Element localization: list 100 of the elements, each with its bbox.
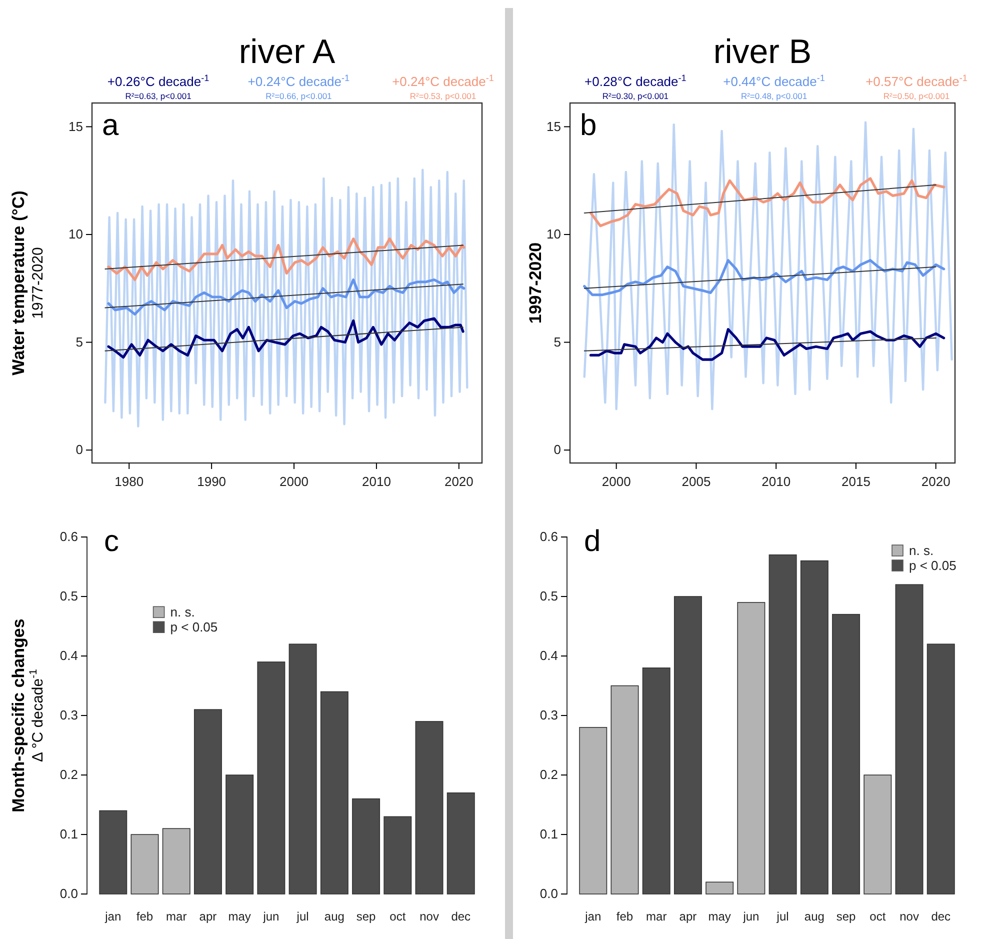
x-tick-label: aug [324, 910, 344, 924]
x-tick-label: 2020 [444, 474, 474, 490]
y-tick-label: 10 [546, 226, 561, 242]
y-tick-label: 0.6 [60, 529, 78, 544]
x-tick-label: aug [804, 910, 824, 924]
text: +0.57°C decade$^{-1}$ [866, 73, 968, 89]
y-axis-title: 1997-2020 [526, 242, 545, 324]
x-tick-label: sep [356, 910, 376, 924]
x-tick-label: jan [104, 910, 122, 924]
x-tick-label: 2000 [602, 474, 631, 490]
x-tick-label: 2010 [762, 474, 791, 490]
x-tick-label: 1990 [197, 474, 226, 490]
line-series [107, 317, 464, 359]
y-tick-label: 0.4 [60, 648, 78, 664]
bar [288, 644, 317, 894]
bar [352, 798, 380, 894]
y-tick-label: 5 [554, 334, 561, 350]
x-tick-label: sep [836, 910, 856, 924]
bar [895, 584, 924, 894]
bar [384, 816, 412, 894]
chart-title: river A [238, 33, 336, 71]
line-series [107, 238, 466, 282]
annotation: c [104, 525, 119, 558]
y-tick-label: 0.2 [60, 767, 78, 782]
bar [737, 602, 766, 894]
bar [446, 792, 475, 894]
bar [194, 709, 222, 894]
text: R²=0.63, p<0.001 [125, 91, 192, 101]
text: +0.24°C decade$^{-1}$ [392, 73, 494, 89]
line-series [107, 278, 466, 316]
y-tick-label: 0.5 [540, 588, 558, 604]
x-tick-label: nov [900, 910, 919, 924]
annotation: d [584, 525, 601, 558]
x-tick-label: apr [679, 910, 697, 924]
y-tick-label: 0.0 [60, 886, 78, 902]
text: +0.44°C decade$^{-1}$ [723, 73, 825, 89]
bar [130, 834, 159, 894]
annotation: a [102, 109, 119, 142]
x-tick-label: mar [166, 910, 187, 924]
bar [320, 691, 348, 894]
bar [257, 662, 286, 894]
x-tick-label: 2010 [362, 474, 391, 490]
y-tick-label: 15 [546, 118, 561, 134]
x-tick-label: mar [646, 910, 667, 924]
text: R²=0.53, p<0.001 [410, 91, 476, 101]
x-tick-label: jul [296, 910, 309, 924]
bar [610, 685, 639, 894]
bar [926, 644, 955, 894]
y-tick-label: 0.3 [60, 708, 78, 723]
x-tick-label: apr [199, 910, 217, 924]
bar [415, 721, 444, 894]
bar [162, 828, 190, 894]
x-tick-label: dec [451, 910, 471, 924]
legend-label: p < 0.05 [909, 558, 956, 573]
bar [768, 554, 797, 894]
x-tick-label: oct [870, 910, 886, 924]
y-tick-label: 5 [76, 334, 83, 350]
x-tick-label: may [708, 910, 731, 924]
chart-title: river B [713, 33, 812, 71]
x-tick-label: jun [262, 910, 280, 924]
text: +0.26°C decade$^{-1}$ [107, 73, 210, 89]
bar [99, 810, 128, 894]
line-series [583, 259, 946, 296]
line-series [104, 168, 468, 428]
bar [864, 774, 892, 894]
bar [800, 560, 828, 894]
x-tick-label: jan [584, 910, 602, 924]
y-tick-label: 0 [554, 442, 561, 458]
annotation: b [580, 109, 597, 142]
text: R²=0.50, p<0.001 [883, 91, 950, 101]
y-tick-label: 0.6 [540, 529, 558, 544]
x-tick-label: 2015 [841, 474, 870, 490]
line-series [589, 328, 946, 361]
y-tick-label: 0.0 [540, 886, 558, 902]
x-tick-label: nov [420, 910, 439, 924]
bar [642, 668, 670, 894]
x-tick-label: oct [390, 910, 406, 924]
bar [832, 614, 860, 894]
y-tick-label: 0 [76, 442, 83, 458]
bar [706, 882, 734, 894]
bar [579, 727, 608, 894]
x-tick-label: feb [136, 910, 154, 924]
x-tick-label: 2020 [921, 474, 950, 490]
text: R²=0.48, p<0.001 [740, 91, 808, 101]
bar [226, 774, 254, 894]
y-tick-label: 10 [68, 226, 83, 242]
x-tick-label: jun [742, 910, 760, 924]
y-tick-label: 0.3 [540, 708, 558, 723]
y-tick-label: 0.2 [540, 767, 558, 782]
text: R²=0.66, p<0.001 [266, 91, 332, 101]
legend-label: n. s. [170, 604, 195, 620]
text: +0.24°C decade$^{-1}$ [248, 73, 350, 89]
y-tick-label: 15 [68, 118, 83, 134]
y-tick-label: 0.5 [60, 588, 78, 604]
legend-label: p < 0.05 [170, 620, 218, 635]
x-tick-label: 2005 [682, 474, 711, 490]
legend-label: n. s. [909, 543, 934, 558]
x-tick-label: 1980 [114, 474, 144, 490]
x-tick-label: 2000 [280, 474, 308, 490]
x-tick-label: dec [931, 910, 951, 924]
